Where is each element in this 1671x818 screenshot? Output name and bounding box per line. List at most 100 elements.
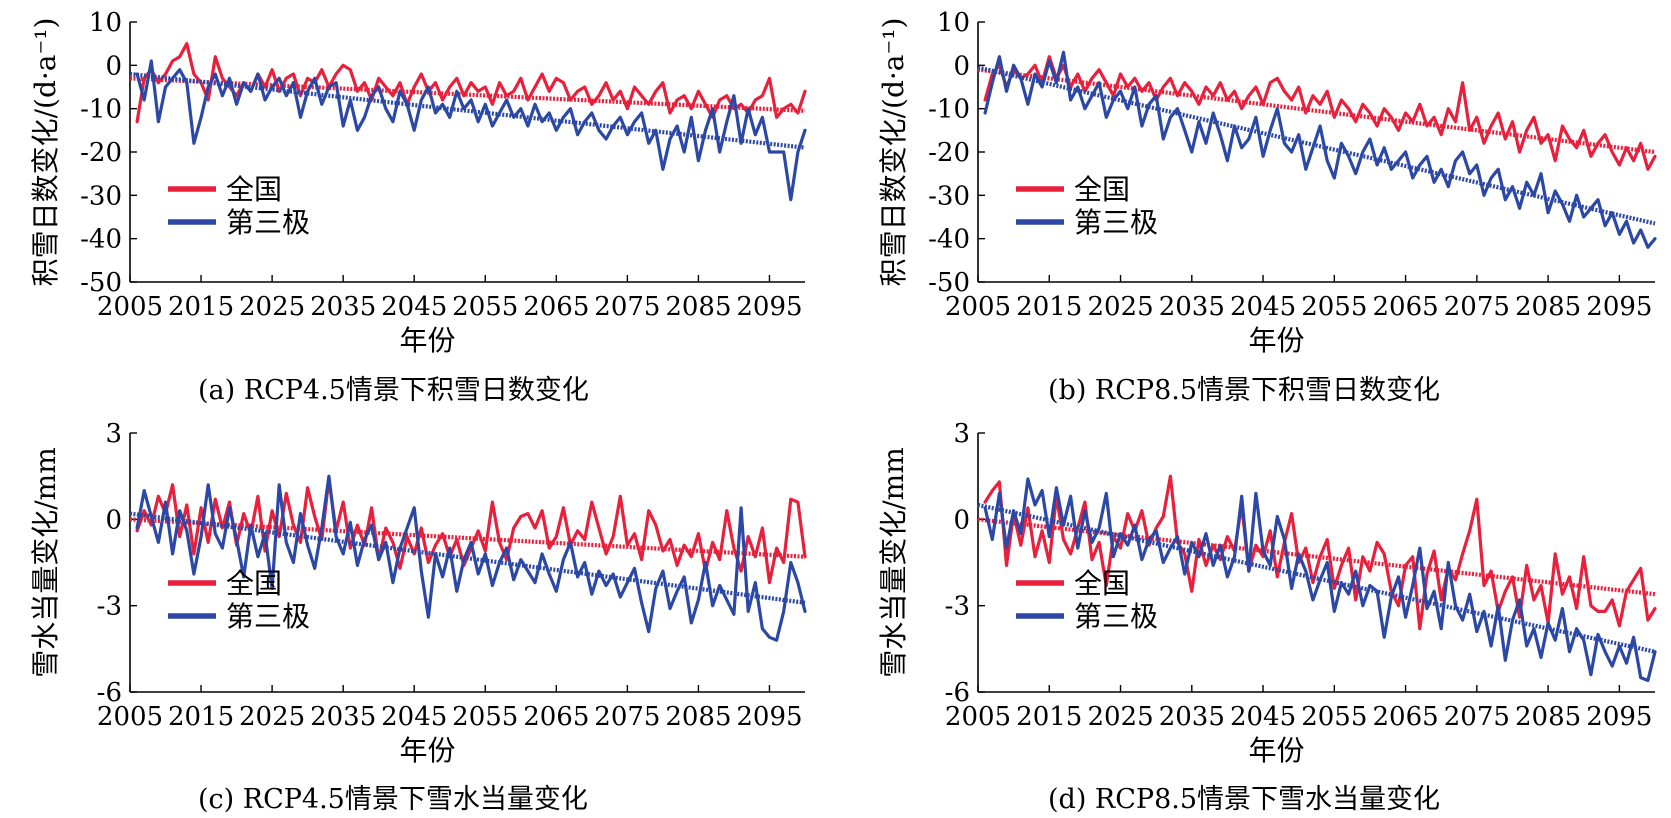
x-tick-label-c-3: 2035 <box>310 702 376 732</box>
y-tick-label-b-3: -20 <box>928 138 970 168</box>
y-axis-label-a: 积雪日数变化/(d·a⁻¹) <box>29 18 62 287</box>
x-tick-label-d-1: 2015 <box>1016 702 1082 732</box>
y-tick-label-a-5: -40 <box>80 225 122 255</box>
y-axis-label-c: 雪水当量变化/mm <box>29 447 62 678</box>
caption-c: (c) RCP4.5情景下雪水当量变化 <box>198 784 588 815</box>
trend-line-a-third-pole <box>129 71 806 150</box>
y-tick-label-a-3: -20 <box>80 138 122 168</box>
y-tick-label-a-4: -30 <box>80 181 122 211</box>
x-tick-label-d-6: 2065 <box>1372 702 1438 732</box>
x-tick-label-c-7: 2075 <box>594 702 660 732</box>
x-tick-label-b-4: 2045 <box>1230 292 1296 322</box>
legend-label-a-0: 全国 <box>226 173 282 206</box>
y-tick-label-a-2: -10 <box>80 95 122 125</box>
x-tick-label-a-3: 2035 <box>310 292 376 322</box>
x-tick-label-b-2: 2025 <box>1087 292 1153 322</box>
trend-line-b-national <box>977 67 1656 155</box>
x-tick-label-a-0: 2005 <box>97 292 163 322</box>
legend-label-c-1: 第三极 <box>226 600 310 633</box>
series-line-b-national <box>983 55 1657 171</box>
x-tick-label-d-2: 2025 <box>1087 702 1153 732</box>
x-tick-label-b-3: 2035 <box>1159 292 1225 322</box>
x-tick-label-a-1: 2015 <box>168 292 234 322</box>
caption-a: (a) RCP4.5情景下积雪日数变化 <box>198 375 589 406</box>
y-tick-label-a-6: -50 <box>80 268 122 298</box>
x-tick-label-c-9: 2095 <box>736 702 802 732</box>
y-tick-label-c-1: 0 <box>105 505 122 535</box>
legend-label-d-1: 第三极 <box>1074 600 1158 633</box>
x-tick-label-d-8: 2085 <box>1515 702 1581 732</box>
y-tick-label-c-0: 3 <box>105 419 122 449</box>
series-line-a-national <box>135 42 807 124</box>
x-tick-label-c-1: 2015 <box>168 702 234 732</box>
x-tick-label-c-6: 2065 <box>523 702 589 732</box>
x-tick-label-c-5: 2055 <box>452 702 518 732</box>
y-tick-label-a-1: 0 <box>105 51 122 81</box>
y-tick-label-b-2: -10 <box>928 95 970 125</box>
legend-label-c-0: 全国 <box>226 567 282 600</box>
x-axis-label-b: 年份 <box>1248 324 1304 357</box>
trend-line-b-third-pole <box>977 65 1656 226</box>
y-tick-label-b-6: -50 <box>928 268 970 298</box>
x-tick-label-c-4: 2045 <box>381 702 447 732</box>
y-tick-label-b-1: 0 <box>953 51 970 81</box>
y-tick-label-d-2: -3 <box>945 592 970 622</box>
y-tick-label-d-3: -6 <box>945 678 970 708</box>
trend-line-c-national <box>129 517 806 559</box>
x-tick-label-b-1: 2015 <box>1016 292 1082 322</box>
y-tick-label-b-5: -40 <box>928 225 970 255</box>
x-tick-label-b-0: 2005 <box>945 292 1011 322</box>
legend-label-d-0: 全国 <box>1074 567 1130 600</box>
x-tick-label-b-5: 2055 <box>1301 292 1367 322</box>
x-tick-label-a-9: 2095 <box>736 292 802 322</box>
y-tick-label-b-0: 10 <box>937 8 970 38</box>
x-tick-label-c-8: 2085 <box>665 702 731 732</box>
y-tick-label-d-0: 3 <box>953 419 970 449</box>
x-tick-label-b-8: 2085 <box>1515 292 1581 322</box>
y-tick-label-a-0: 10 <box>89 8 122 38</box>
y-tick-label-d-1: 0 <box>953 505 970 535</box>
x-tick-label-d-3: 2035 <box>1159 702 1225 732</box>
y-axis-label-b: 积雪日数变化/(d·a⁻¹) <box>877 18 910 287</box>
x-tick-label-b-6: 2065 <box>1372 292 1438 322</box>
y-tick-label-c-2: -3 <box>97 592 122 622</box>
x-tick-label-a-8: 2085 <box>665 292 731 322</box>
x-tick-label-a-2: 2025 <box>239 292 305 322</box>
x-tick-label-d-0: 2005 <box>945 702 1011 732</box>
caption-d: (d) RCP8.5情景下雪水当量变化 <box>1048 784 1441 815</box>
series-line-c-third-pole <box>135 474 807 642</box>
x-tick-label-d-4: 2045 <box>1230 702 1296 732</box>
x-tick-label-a-4: 2045 <box>381 292 447 322</box>
x-tick-label-c-2: 2025 <box>239 702 305 732</box>
x-tick-label-a-7: 2075 <box>594 292 660 322</box>
x-tick-label-c-0: 2005 <box>97 702 163 732</box>
x-tick-label-d-9: 2095 <box>1586 702 1652 732</box>
legend-label-a-1: 第三极 <box>226 206 310 239</box>
caption-b: (b) RCP8.5情景下积雪日数变化 <box>1048 375 1441 406</box>
series-line-b-third-pole <box>983 50 1657 249</box>
x-tick-label-a-6: 2065 <box>523 292 589 322</box>
y-axis-label-d: 雪水当量变化/mm <box>877 447 910 678</box>
x-tick-label-d-5: 2055 <box>1301 702 1367 732</box>
x-axis-label-c: 年份 <box>399 734 455 767</box>
y-tick-label-c-3: -6 <box>97 678 122 708</box>
trend-line-c-third-pole <box>129 511 806 605</box>
y-tick-label-b-4: -30 <box>928 181 970 211</box>
x-tick-label-b-7: 2075 <box>1444 292 1510 322</box>
legend-label-b-0: 全国 <box>1074 173 1130 206</box>
x-tick-label-a-5: 2055 <box>452 292 518 322</box>
x-axis-label-d: 年份 <box>1248 734 1304 767</box>
legend-label-b-1: 第三极 <box>1074 206 1158 239</box>
x-axis-label-a: 年份 <box>399 324 455 357</box>
x-tick-label-b-9: 2095 <box>1586 292 1652 322</box>
